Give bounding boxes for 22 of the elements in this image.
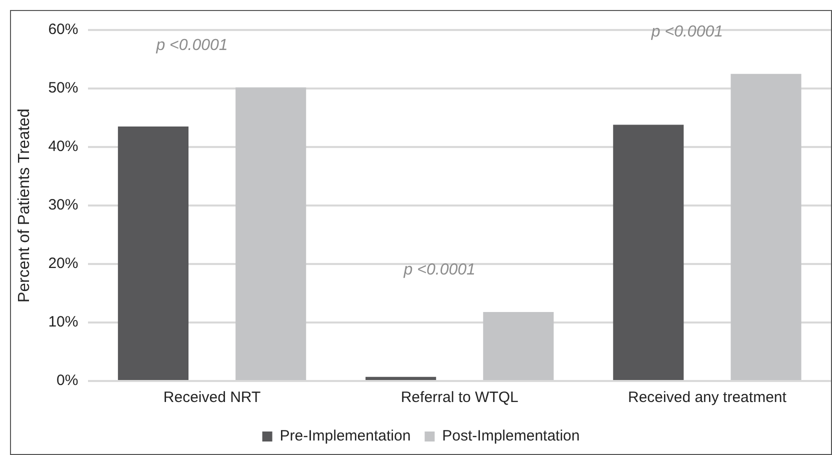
x-tick-label: Received any treatment xyxy=(628,389,788,406)
y-tick-label: 0% xyxy=(56,372,78,390)
y-tick-label: 10% xyxy=(48,314,78,331)
bar xyxy=(613,124,684,380)
bar xyxy=(236,87,306,380)
y-tick-label: 60% xyxy=(48,21,78,38)
y-tick-label: 40% xyxy=(48,138,78,156)
annotation: p <0.0001 xyxy=(402,261,476,278)
bar xyxy=(366,376,436,380)
legend-label: Pre-Implementation xyxy=(280,428,411,445)
annotation: p <0.0001 xyxy=(650,23,724,40)
y-axis-title: Percent of Patients Treated xyxy=(16,108,34,302)
bar xyxy=(118,126,188,380)
x-tick-label: Referral to WTQL xyxy=(400,389,518,406)
y-tick-label: 50% xyxy=(48,80,78,97)
x-tick-label: Received NRT xyxy=(163,389,261,406)
y-tick-label: 30% xyxy=(48,196,78,214)
legend-label: Post-Implementation xyxy=(442,428,580,445)
bar xyxy=(730,74,802,380)
bar xyxy=(483,312,554,380)
y-tick-label: 20% xyxy=(48,255,78,272)
annotation: p <0.0001 xyxy=(155,36,228,54)
